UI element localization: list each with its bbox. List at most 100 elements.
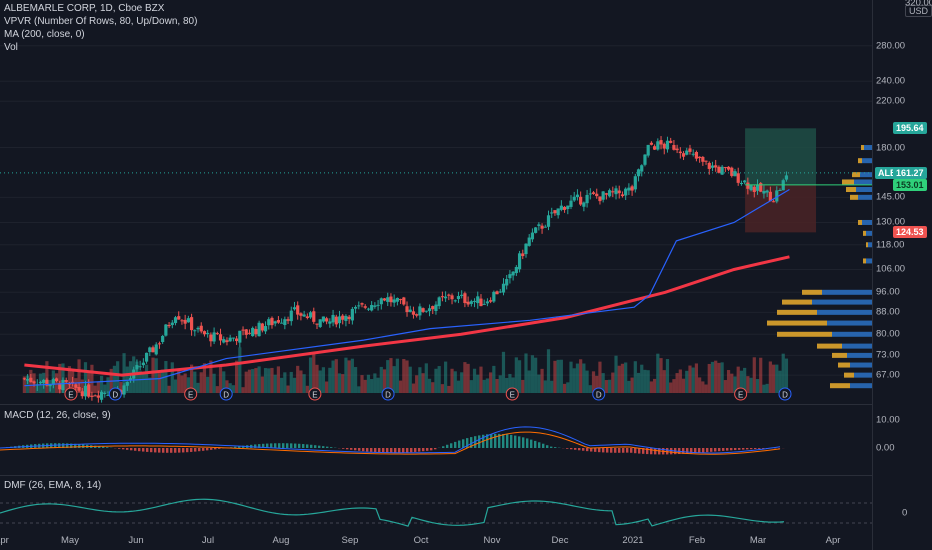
candle-body <box>373 305 377 307</box>
candle-body <box>620 194 625 197</box>
volume-bar <box>585 370 589 393</box>
pane-separator-dmf[interactable] <box>0 475 872 476</box>
macd-histogram-bar <box>294 443 297 448</box>
volume-bar <box>688 365 692 393</box>
macd-histogram-bar <box>202 448 205 451</box>
macd-histogram-bar <box>706 448 709 453</box>
dmf-tick: 0 <box>902 507 908 519</box>
macd-histogram-bar <box>330 447 333 448</box>
event-marker-label: E <box>312 391 317 400</box>
volume-bar <box>681 378 686 393</box>
volume-bar <box>186 377 190 393</box>
volume-bar <box>80 379 84 393</box>
macd-histogram-bar <box>510 434 513 448</box>
candle-body <box>308 312 313 318</box>
volume-bar <box>116 361 120 393</box>
candle-body <box>723 167 727 169</box>
volume-bar <box>714 360 718 393</box>
price-axis[interactable] <box>872 0 932 550</box>
macd-histogram-bar <box>430 448 433 451</box>
vpvr-bar-up <box>860 172 872 178</box>
candle-body <box>305 316 309 319</box>
volume-bar <box>222 371 226 393</box>
volume-bar <box>302 374 306 393</box>
volume-bar <box>299 370 303 393</box>
macd-histogram-bar <box>174 448 177 453</box>
candle-body <box>688 148 692 152</box>
macd-histogram-bar <box>578 448 581 451</box>
candle-body <box>424 310 428 312</box>
candle-body <box>656 141 660 150</box>
candle-body <box>739 182 744 185</box>
volume-bar <box>93 385 97 393</box>
macd-histogram-bar <box>594 448 597 452</box>
macd-histogram-bar <box>314 445 317 448</box>
volume-bar <box>550 380 554 393</box>
vpvr-bar-up <box>822 289 872 295</box>
macd-histogram-bar <box>158 448 161 453</box>
macd-histogram-bar <box>498 433 501 448</box>
candle-body <box>553 210 557 214</box>
volume-bar <box>276 366 281 393</box>
volume-bar <box>141 373 145 393</box>
volume-bar <box>398 380 403 393</box>
vpvr-bar-up <box>866 230 872 236</box>
volume-bar <box>472 368 477 393</box>
candle-body <box>312 311 316 322</box>
macd-histogram-bar <box>606 448 609 453</box>
macd-histogram-bar <box>182 448 185 453</box>
macd-histogram-bar <box>170 448 173 453</box>
candle-body <box>543 226 547 228</box>
candle-body <box>42 379 46 383</box>
pane-separator-macd[interactable] <box>0 404 872 405</box>
volume-bar <box>337 373 342 393</box>
volume-bar <box>138 370 142 393</box>
candle-body <box>714 165 718 168</box>
candle-body <box>463 293 467 304</box>
candle-body <box>328 321 332 324</box>
macd-histogram-bar <box>622 448 625 453</box>
volume-bar <box>440 384 444 393</box>
volume-bar <box>225 380 229 393</box>
candle-body <box>344 315 348 321</box>
candle-body <box>479 298 483 307</box>
volume-bar <box>656 353 660 393</box>
candle-body <box>161 335 165 342</box>
macd-tick: 10.00 <box>876 414 900 426</box>
candle-body <box>710 165 715 168</box>
macd-histogram-bar <box>714 448 717 452</box>
candle-body <box>29 377 33 383</box>
volume-bar <box>508 373 512 393</box>
candle-body <box>334 316 338 325</box>
vpvr-bar-down <box>777 331 832 337</box>
volume-bar <box>51 370 55 393</box>
macd-histogram-bar <box>198 448 201 452</box>
candle-body <box>347 316 351 320</box>
candle-body <box>206 332 210 335</box>
macd-histogram-bar <box>754 448 757 450</box>
candle-body <box>418 306 422 316</box>
candle-body <box>151 347 155 353</box>
volume-bar <box>723 380 727 393</box>
vpvr-bar-down <box>858 219 862 225</box>
candle-body <box>144 352 149 362</box>
macd-histogram-bar <box>462 439 465 448</box>
candle-body <box>659 140 663 145</box>
target-zone <box>745 128 817 185</box>
candle-body <box>698 156 702 159</box>
candle-body <box>521 253 525 257</box>
candle-body <box>103 393 107 395</box>
event-marker-circle <box>381 387 395 401</box>
volume-bar <box>122 353 126 393</box>
macd-histogram-bar <box>126 448 129 450</box>
volume-bar <box>607 379 612 393</box>
price-tick-top: 320.00 <box>905 0 932 9</box>
macd-histogram-bar <box>150 448 153 453</box>
macd-histogram-bar <box>266 443 269 448</box>
macd-histogram-bar <box>534 440 537 448</box>
macd-histogram-bar <box>646 448 649 455</box>
candle-body <box>353 306 358 309</box>
volume-bar <box>717 362 721 393</box>
vpvr-bar-down <box>802 289 822 295</box>
